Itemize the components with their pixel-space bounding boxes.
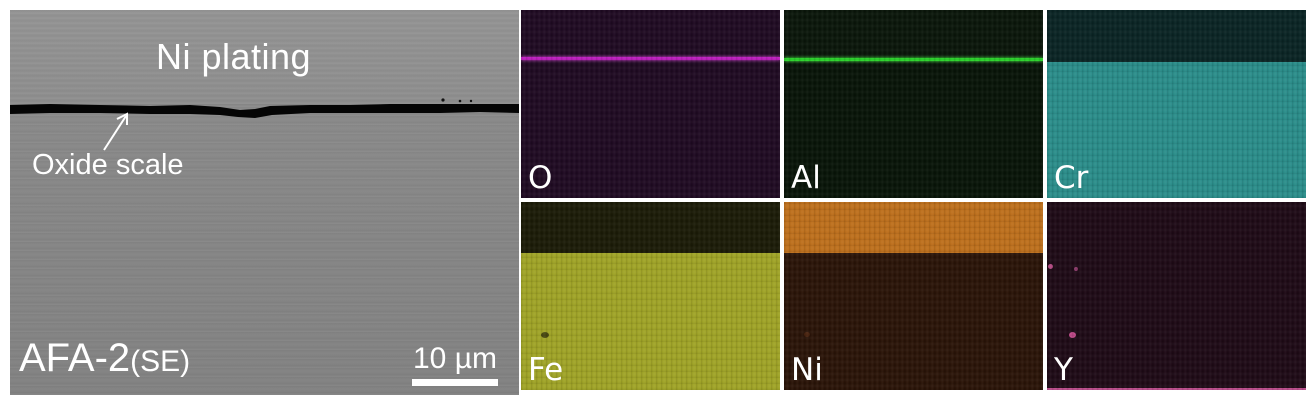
element-label-y: Y xyxy=(1054,352,1073,388)
eds-map-o: O xyxy=(521,10,780,198)
element-label-al: Al xyxy=(791,160,821,196)
arrow-icon xyxy=(103,112,128,151)
ni-plating-region xyxy=(10,10,519,104)
element-label-cr: Cr xyxy=(1054,160,1089,196)
eds-map-fe: Fe xyxy=(521,202,780,390)
eds-map-y: Y xyxy=(1047,202,1306,390)
eds-map-ni: Ni xyxy=(784,202,1043,390)
scale-bar: 10 µm xyxy=(405,343,505,386)
element-label-ni: Ni xyxy=(791,352,823,388)
imaging-mode: (SE) xyxy=(130,345,191,378)
aluminum-line xyxy=(784,58,1043,61)
oxide-scale-layer xyxy=(10,98,519,118)
element-label-fe: Fe xyxy=(528,352,564,388)
scale-bar-label: 10 µm xyxy=(413,342,497,375)
sample-label: AFA-2(SE) xyxy=(19,336,190,381)
oxygen-line xyxy=(521,57,780,60)
element-label-o: O xyxy=(528,160,553,196)
eds-map-al: Al xyxy=(784,10,1043,198)
sem-image: Ni plating Oxide scale AFA-2(SE) 10 µm xyxy=(10,10,519,395)
sample-name: AFA-2 xyxy=(19,336,131,380)
scale-bar-line xyxy=(412,379,498,386)
ni-plating-label: Ni plating xyxy=(156,36,312,77)
eds-maps-grid: O Al Cr Fe Ni Y xyxy=(521,10,1306,395)
eds-map-cr: Cr xyxy=(1047,10,1306,198)
oxide-scale-label: Oxide scale xyxy=(32,149,184,181)
